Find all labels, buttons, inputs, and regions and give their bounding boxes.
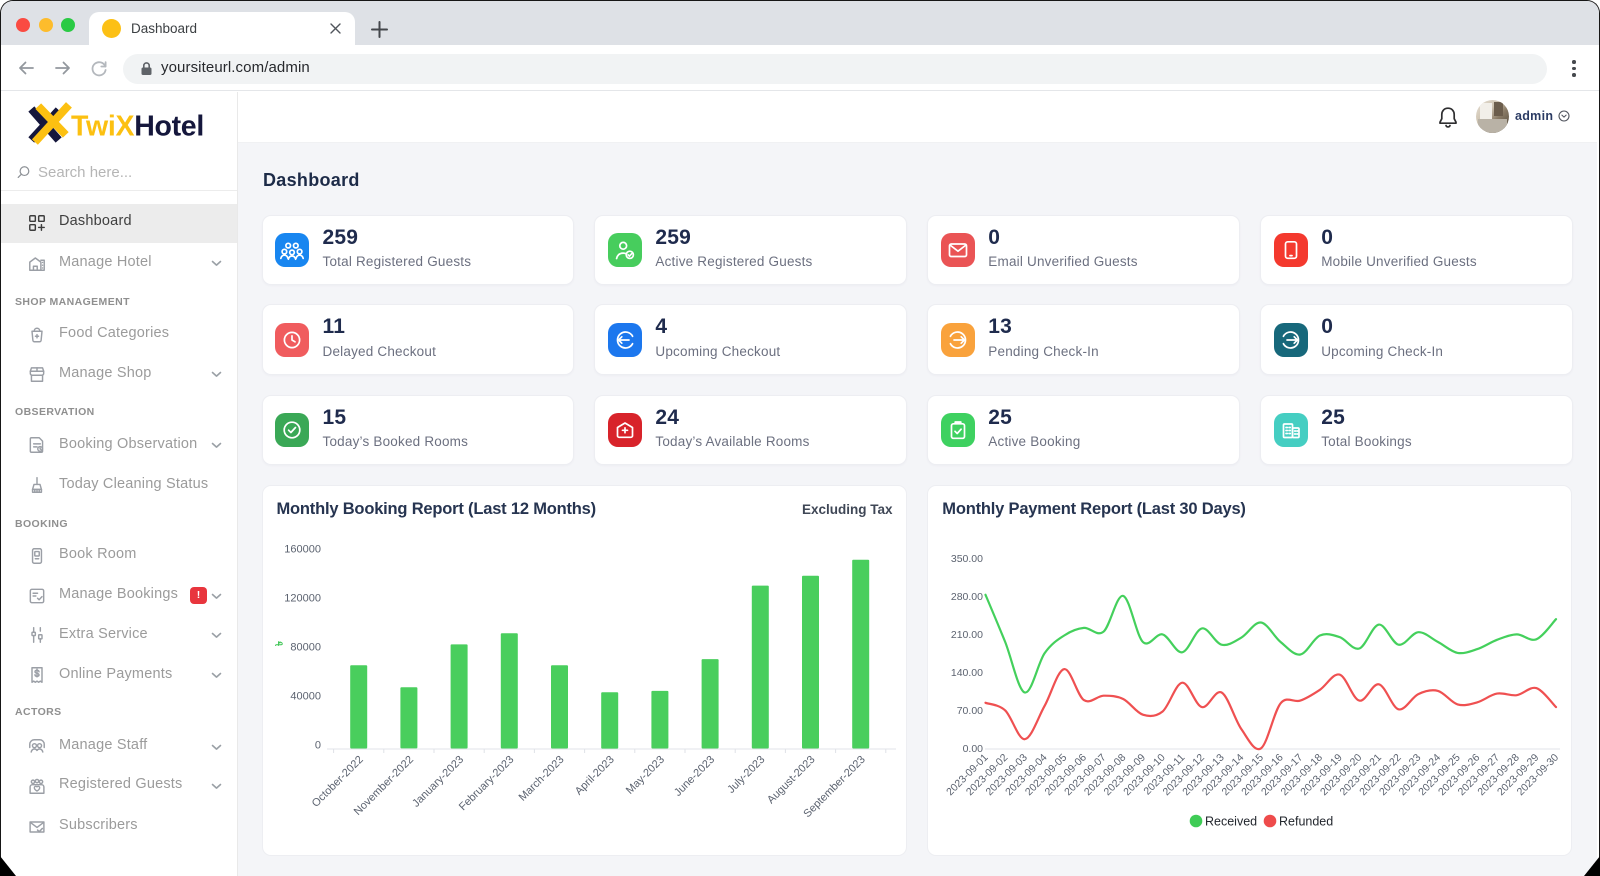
svg-text:March-2023: March-2023 (516, 754, 566, 804)
svg-text:Received: Received (1205, 815, 1257, 829)
svg-text:৳: ৳ (274, 641, 285, 646)
svg-text:350.00: 350.00 (951, 553, 983, 565)
svg-text:80000: 80000 (290, 642, 321, 654)
svg-text:160000: 160000 (284, 544, 321, 556)
svg-text:April-2023: April-2023 (572, 754, 616, 798)
svg-text:October-2022: October-2022 (309, 754, 365, 810)
svg-text:January-2023: January-2023 (410, 754, 466, 810)
svg-text:40000: 40000 (290, 691, 321, 703)
svg-text:0.00: 0.00 (963, 743, 984, 755)
svg-text:May-2023: May-2023 (623, 754, 666, 797)
svg-text:July-2023: July-2023 (725, 754, 767, 796)
svg-text:June-2023: June-2023 (671, 754, 716, 799)
svg-text:August-2023: August-2023 (765, 754, 818, 807)
svg-text:120000: 120000 (284, 593, 321, 605)
svg-text:210.00: 210.00 (951, 629, 983, 641)
svg-text:140.00: 140.00 (951, 667, 983, 679)
svg-text:Refunded: Refunded (1279, 815, 1333, 829)
svg-text:February-2023: February-2023 (456, 754, 516, 814)
svg-text:280.00: 280.00 (951, 591, 983, 603)
svg-text:70.00: 70.00 (957, 705, 983, 717)
svg-text:TwiXHotel: TwiXHotel (71, 111, 204, 143)
svg-text:0: 0 (314, 740, 320, 752)
